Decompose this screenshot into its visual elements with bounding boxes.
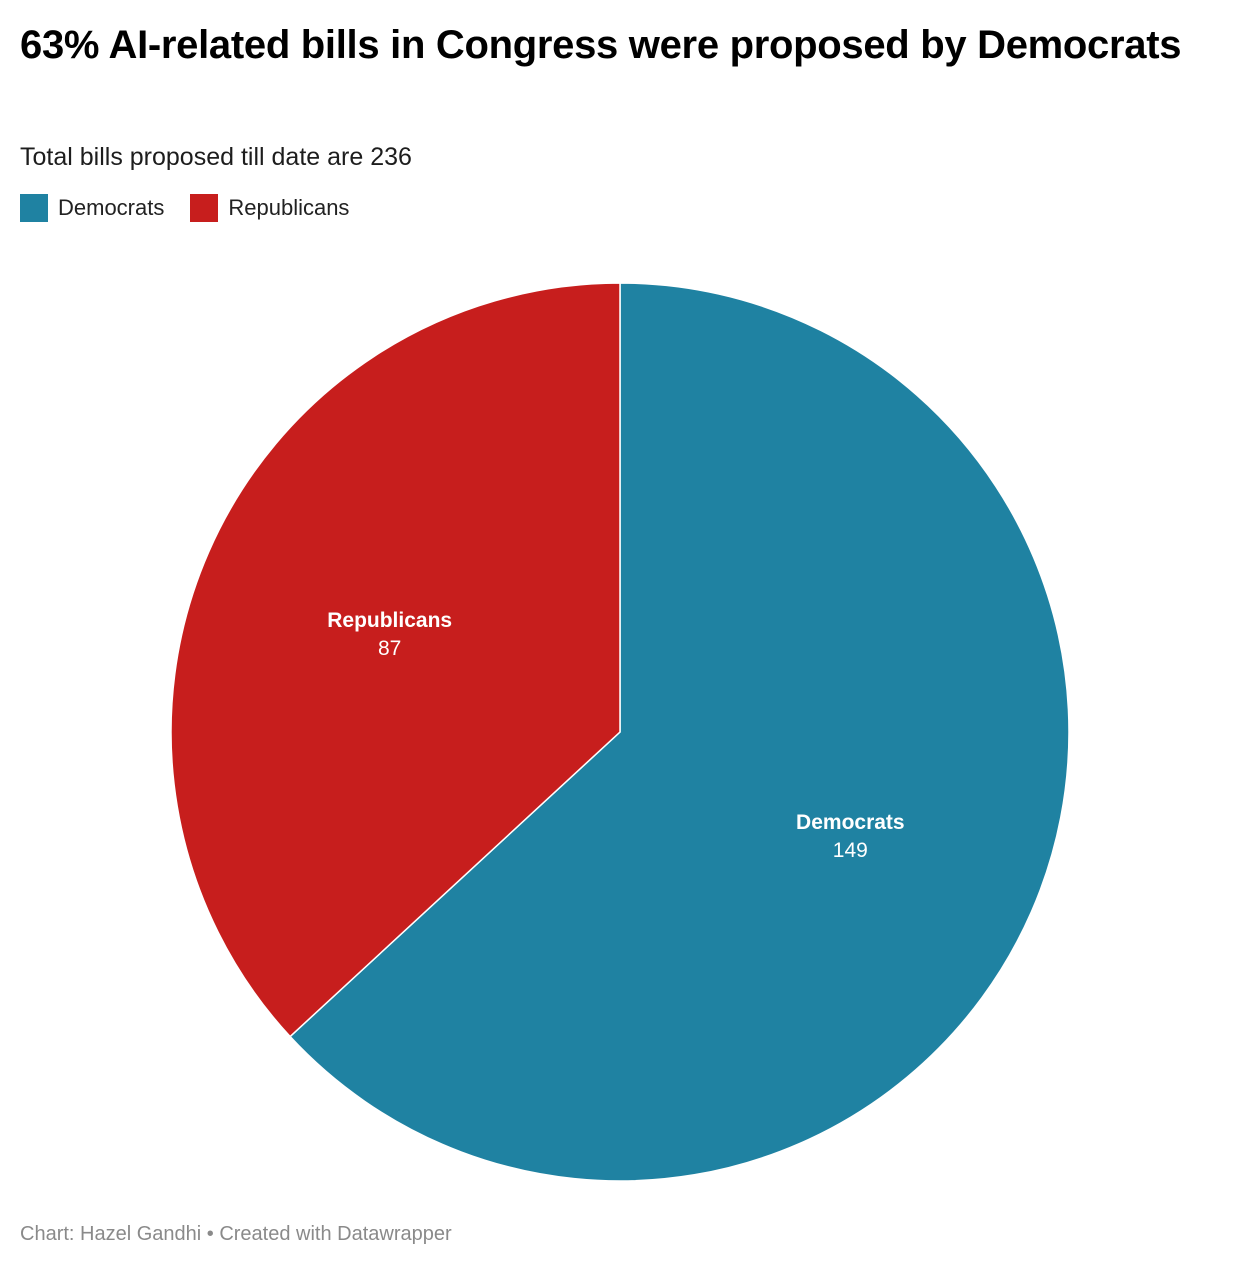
slice-label-democrats: Democrats bbox=[796, 811, 905, 834]
legend-swatch-republicans bbox=[190, 194, 219, 222]
legend-item-democrats: Democrats bbox=[20, 194, 164, 222]
legend-item-republicans: Republicans bbox=[190, 194, 349, 222]
pie-slice-democrats bbox=[289, 282, 1070, 1182]
chart-title: 63% AI-related bills in Congress were pr… bbox=[20, 23, 1182, 67]
legend-swatch-democrats bbox=[20, 194, 48, 222]
chart-credit: Chart: Hazel Gandhi • Created with Dataw… bbox=[20, 1223, 452, 1245]
legend-label-democrats: Democrats bbox=[58, 195, 165, 220]
slice-value-democrats: 149 bbox=[833, 839, 868, 862]
chart-subtitle: Total bills proposed till date are 236 bbox=[20, 143, 412, 171]
legend-label-republicans: Republicans bbox=[228, 195, 350, 220]
slice-label-republicans: Republicans bbox=[327, 609, 452, 632]
pie-slice-republicans bbox=[170, 282, 621, 1038]
legend: Democrats Republicans bbox=[20, 194, 349, 222]
slice-value-republicans: 87 bbox=[378, 637, 401, 660]
